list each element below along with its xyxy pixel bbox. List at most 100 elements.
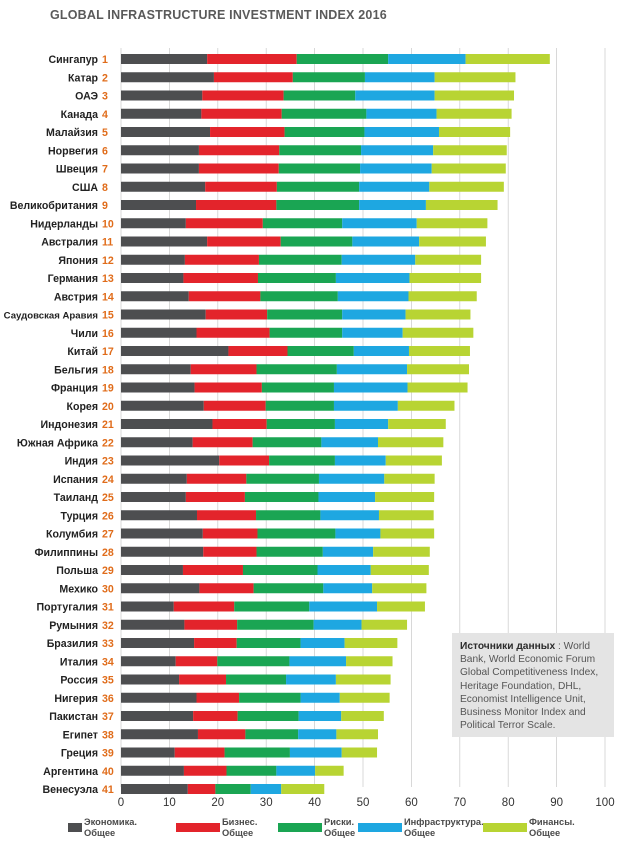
bar-segment <box>321 437 379 448</box>
bar-segment <box>405 309 471 320</box>
x-tick-label: 50 <box>357 797 370 809</box>
bar-segment <box>262 218 343 229</box>
bar-segment <box>187 784 216 794</box>
bar-segment <box>359 181 430 192</box>
bar-segment <box>121 565 183 575</box>
bar-segment <box>318 492 376 502</box>
bar-segment <box>193 711 238 721</box>
bar-segment <box>279 145 362 156</box>
rank-label: 4 <box>102 109 108 121</box>
bar-segment <box>283 90 356 101</box>
bar-segment <box>121 346 229 356</box>
rank-label: 23 <box>102 456 114 468</box>
bar-segment <box>281 108 367 119</box>
country-label: Пакистан <box>49 711 98 723</box>
bar-segment <box>333 382 408 393</box>
bar-segment <box>234 601 310 612</box>
bar-segment <box>121 619 185 630</box>
rank-label: 24 <box>102 474 114 486</box>
bar-segment <box>207 236 281 247</box>
bar-segment <box>364 127 439 137</box>
bar-segment <box>121 273 184 283</box>
country-label: Канада <box>61 109 99 121</box>
x-tick-label: 30 <box>260 797 273 809</box>
bar-segment <box>409 273 482 283</box>
bar-segment <box>267 309 343 320</box>
bar-segment <box>186 473 247 484</box>
country-label: Южная Африка <box>17 437 98 449</box>
rank-label: 10 <box>102 218 114 230</box>
bar-segment <box>121 419 213 429</box>
bar-segment <box>431 163 506 174</box>
bar-segment <box>121 492 186 502</box>
bar-segment <box>203 400 266 411</box>
bar-segment <box>217 656 290 667</box>
country-label: Мехико <box>59 583 98 595</box>
country-label: Саудовская Аравия <box>4 311 98 322</box>
bar-segment <box>198 145 280 156</box>
bar-segment <box>224 747 290 758</box>
bar-segment <box>266 419 335 429</box>
bar-segment <box>372 583 427 594</box>
bar-segment <box>246 473 319 484</box>
bar-segment <box>436 108 512 119</box>
country-label: Румыния <box>49 620 98 632</box>
bar-segment <box>353 346 409 356</box>
rank-label: 7 <box>102 164 108 176</box>
bar-segment <box>207 54 297 64</box>
bar-segment <box>344 638 398 648</box>
bar-segment <box>188 291 261 302</box>
rank-label: 14 <box>102 291 114 303</box>
country-label: Индонезия <box>41 419 98 431</box>
bar-segment <box>121 54 208 64</box>
rank-label: 33 <box>102 638 114 650</box>
rank-label: 29 <box>102 565 114 577</box>
country-label: Таиланд <box>54 492 99 504</box>
bar-segment <box>375 492 435 502</box>
bar-segment <box>196 327 270 338</box>
bar-segment <box>276 765 316 776</box>
bar-segment <box>269 327 343 338</box>
bar-segment <box>341 254 416 265</box>
country-label: Катар <box>68 72 99 84</box>
rank-label: 26 <box>102 510 114 522</box>
bar-segment <box>276 181 360 192</box>
bar-segment <box>425 200 498 210</box>
rank-label: 3 <box>102 91 108 103</box>
bar-segment <box>318 473 385 484</box>
bar-segment <box>179 674 227 685</box>
rank-label: 16 <box>102 328 114 340</box>
bar-segment <box>296 54 389 64</box>
bar-segment <box>183 765 227 776</box>
bar-segment <box>121 108 202 119</box>
bar-segment <box>226 765 277 776</box>
bar-segment <box>121 163 199 174</box>
country-label: Венесуэла <box>42 784 98 796</box>
bar-segment <box>237 619 314 630</box>
country-label: Колумбия <box>46 529 98 541</box>
bar-segment <box>196 692 240 703</box>
bar-segment <box>226 674 287 685</box>
x-tick-label: 0 <box>118 797 124 809</box>
bar-segment <box>121 510 197 521</box>
bar-segment <box>257 273 336 283</box>
bar-segment <box>121 127 211 137</box>
country-label: Нидерланды <box>30 218 98 230</box>
bar-segment <box>352 236 420 247</box>
bar-segment <box>121 473 187 484</box>
rank-label: 9 <box>102 200 108 212</box>
rank-label: 19 <box>102 383 114 395</box>
country-label: Китай <box>67 346 98 358</box>
country-label: Австралия <box>41 237 98 249</box>
country-label: Германия <box>48 273 98 285</box>
bar-segment <box>287 346 354 356</box>
rank-label: 32 <box>102 620 114 632</box>
bar-segment <box>201 108 282 119</box>
bar-segment <box>121 90 203 101</box>
bar-segment <box>384 473 435 484</box>
bar-segment <box>315 765 344 776</box>
country-label: Россия <box>60 675 98 687</box>
bar-segment <box>121 327 197 338</box>
bar-segment <box>184 254 259 265</box>
bar-segment <box>320 510 379 521</box>
